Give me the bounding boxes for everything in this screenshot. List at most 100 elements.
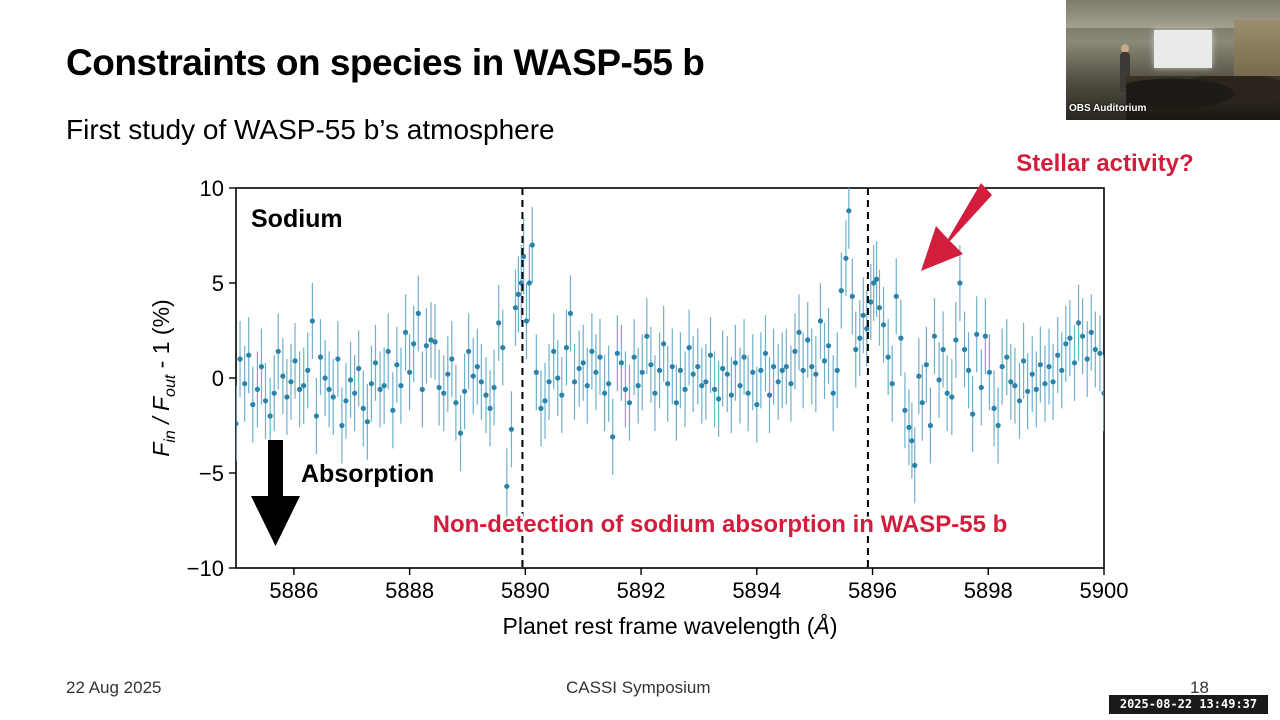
data-point [352, 390, 358, 396]
data-point [606, 381, 612, 387]
data-point [699, 383, 705, 389]
data-point [1059, 367, 1065, 373]
data-point [1012, 383, 1018, 389]
recording-timestamp: 2025-08-22 13:49:37 [1109, 695, 1268, 714]
data-point [626, 400, 633, 406]
data-point [236, 421, 239, 427]
data-point [398, 383, 404, 389]
data-point [703, 379, 709, 385]
data-point [864, 326, 870, 332]
data-point [567, 310, 574, 316]
y-tick-label: 10 [200, 176, 224, 201]
data-point [916, 373, 922, 379]
data-point [559, 392, 565, 398]
y-tick-label: 0 [212, 366, 224, 391]
data-point [991, 405, 997, 411]
data-point [970, 411, 976, 417]
data-point [500, 345, 506, 351]
data-point [1008, 379, 1014, 385]
data-point [944, 390, 950, 396]
data-point [849, 293, 855, 299]
data-point [474, 364, 480, 370]
data-point [880, 322, 887, 328]
webcam-projection-screen [1154, 30, 1212, 68]
x-tick-label: 5888 [385, 578, 434, 603]
data-point [648, 362, 654, 368]
data-point [665, 381, 671, 387]
data-point [912, 462, 918, 468]
nondetection-label: Non-detection of sodium absorption in WA… [433, 511, 1008, 538]
data-point [258, 364, 265, 370]
data-point [275, 348, 281, 354]
data-point [1063, 341, 1069, 347]
webcam-label: OBS Auditorium [1069, 103, 1147, 114]
absorption-arrow-icon [251, 440, 300, 546]
data-point [470, 373, 476, 379]
data-point [1079, 333, 1086, 339]
data-point [792, 348, 798, 354]
data-point [237, 356, 243, 362]
data-point [242, 381, 248, 387]
data-point [491, 384, 497, 391]
data-point [860, 312, 866, 318]
x-tick-label: 5890 [501, 578, 550, 603]
data-point [436, 384, 442, 391]
data-point [461, 388, 468, 394]
webcam-audience [1126, 76, 1280, 120]
data-point [402, 329, 409, 335]
data-point [656, 367, 663, 373]
data-point [677, 367, 684, 373]
data-point [360, 405, 366, 411]
data-point [292, 358, 298, 364]
data-point [923, 362, 929, 368]
data-point [737, 383, 743, 389]
data-point [893, 293, 899, 299]
data-point [809, 364, 815, 370]
page-number: 18 [1190, 678, 1209, 697]
data-point [770, 364, 777, 370]
data-point [520, 253, 527, 259]
data-point [271, 390, 277, 396]
data-point [297, 386, 303, 392]
data-point [724, 371, 730, 377]
data-point [428, 337, 434, 343]
data-point [919, 400, 925, 406]
data-point [326, 386, 332, 392]
x-tick-label: 5896 [848, 578, 897, 603]
data-point [965, 367, 972, 373]
data-point [1020, 358, 1027, 364]
absorption-label: Absorption [301, 460, 434, 488]
data-point [1071, 360, 1078, 366]
data-point [423, 343, 429, 349]
data-point [576, 365, 582, 372]
data-point [661, 341, 667, 347]
data-point [262, 398, 269, 404]
slide-title: Constraints on species in WASP-55 b [66, 42, 705, 83]
data-point [347, 377, 354, 383]
data-point [1046, 364, 1052, 370]
x-tick-label: 5898 [964, 578, 1013, 603]
data-point [1033, 386, 1039, 392]
x-tick-label: 5886 [269, 578, 318, 603]
data-point [622, 386, 629, 392]
data-point [602, 390, 608, 396]
data-point [339, 422, 345, 429]
data-point [246, 352, 252, 358]
data-point [394, 362, 400, 368]
slide-subtitle: First study of WASP-55 b’s atmosphere [66, 114, 555, 145]
data-point [523, 318, 530, 324]
x-axis-label: Planet rest frame wavelength (Å) [503, 612, 838, 639]
webcam-speaker-head [1121, 44, 1129, 53]
data-point [682, 386, 688, 392]
data-point [728, 392, 734, 398]
y-tick-label: −5 [199, 461, 224, 486]
data-point [868, 299, 874, 305]
data-point [931, 333, 938, 339]
data-point [805, 337, 811, 343]
data-point [857, 335, 863, 341]
webcam-thumbnail: OBS Auditorium [1066, 0, 1280, 120]
data-point [512, 305, 519, 311]
data-point [635, 383, 641, 389]
y-tick-label: 5 [212, 271, 224, 296]
data-point [949, 394, 955, 400]
